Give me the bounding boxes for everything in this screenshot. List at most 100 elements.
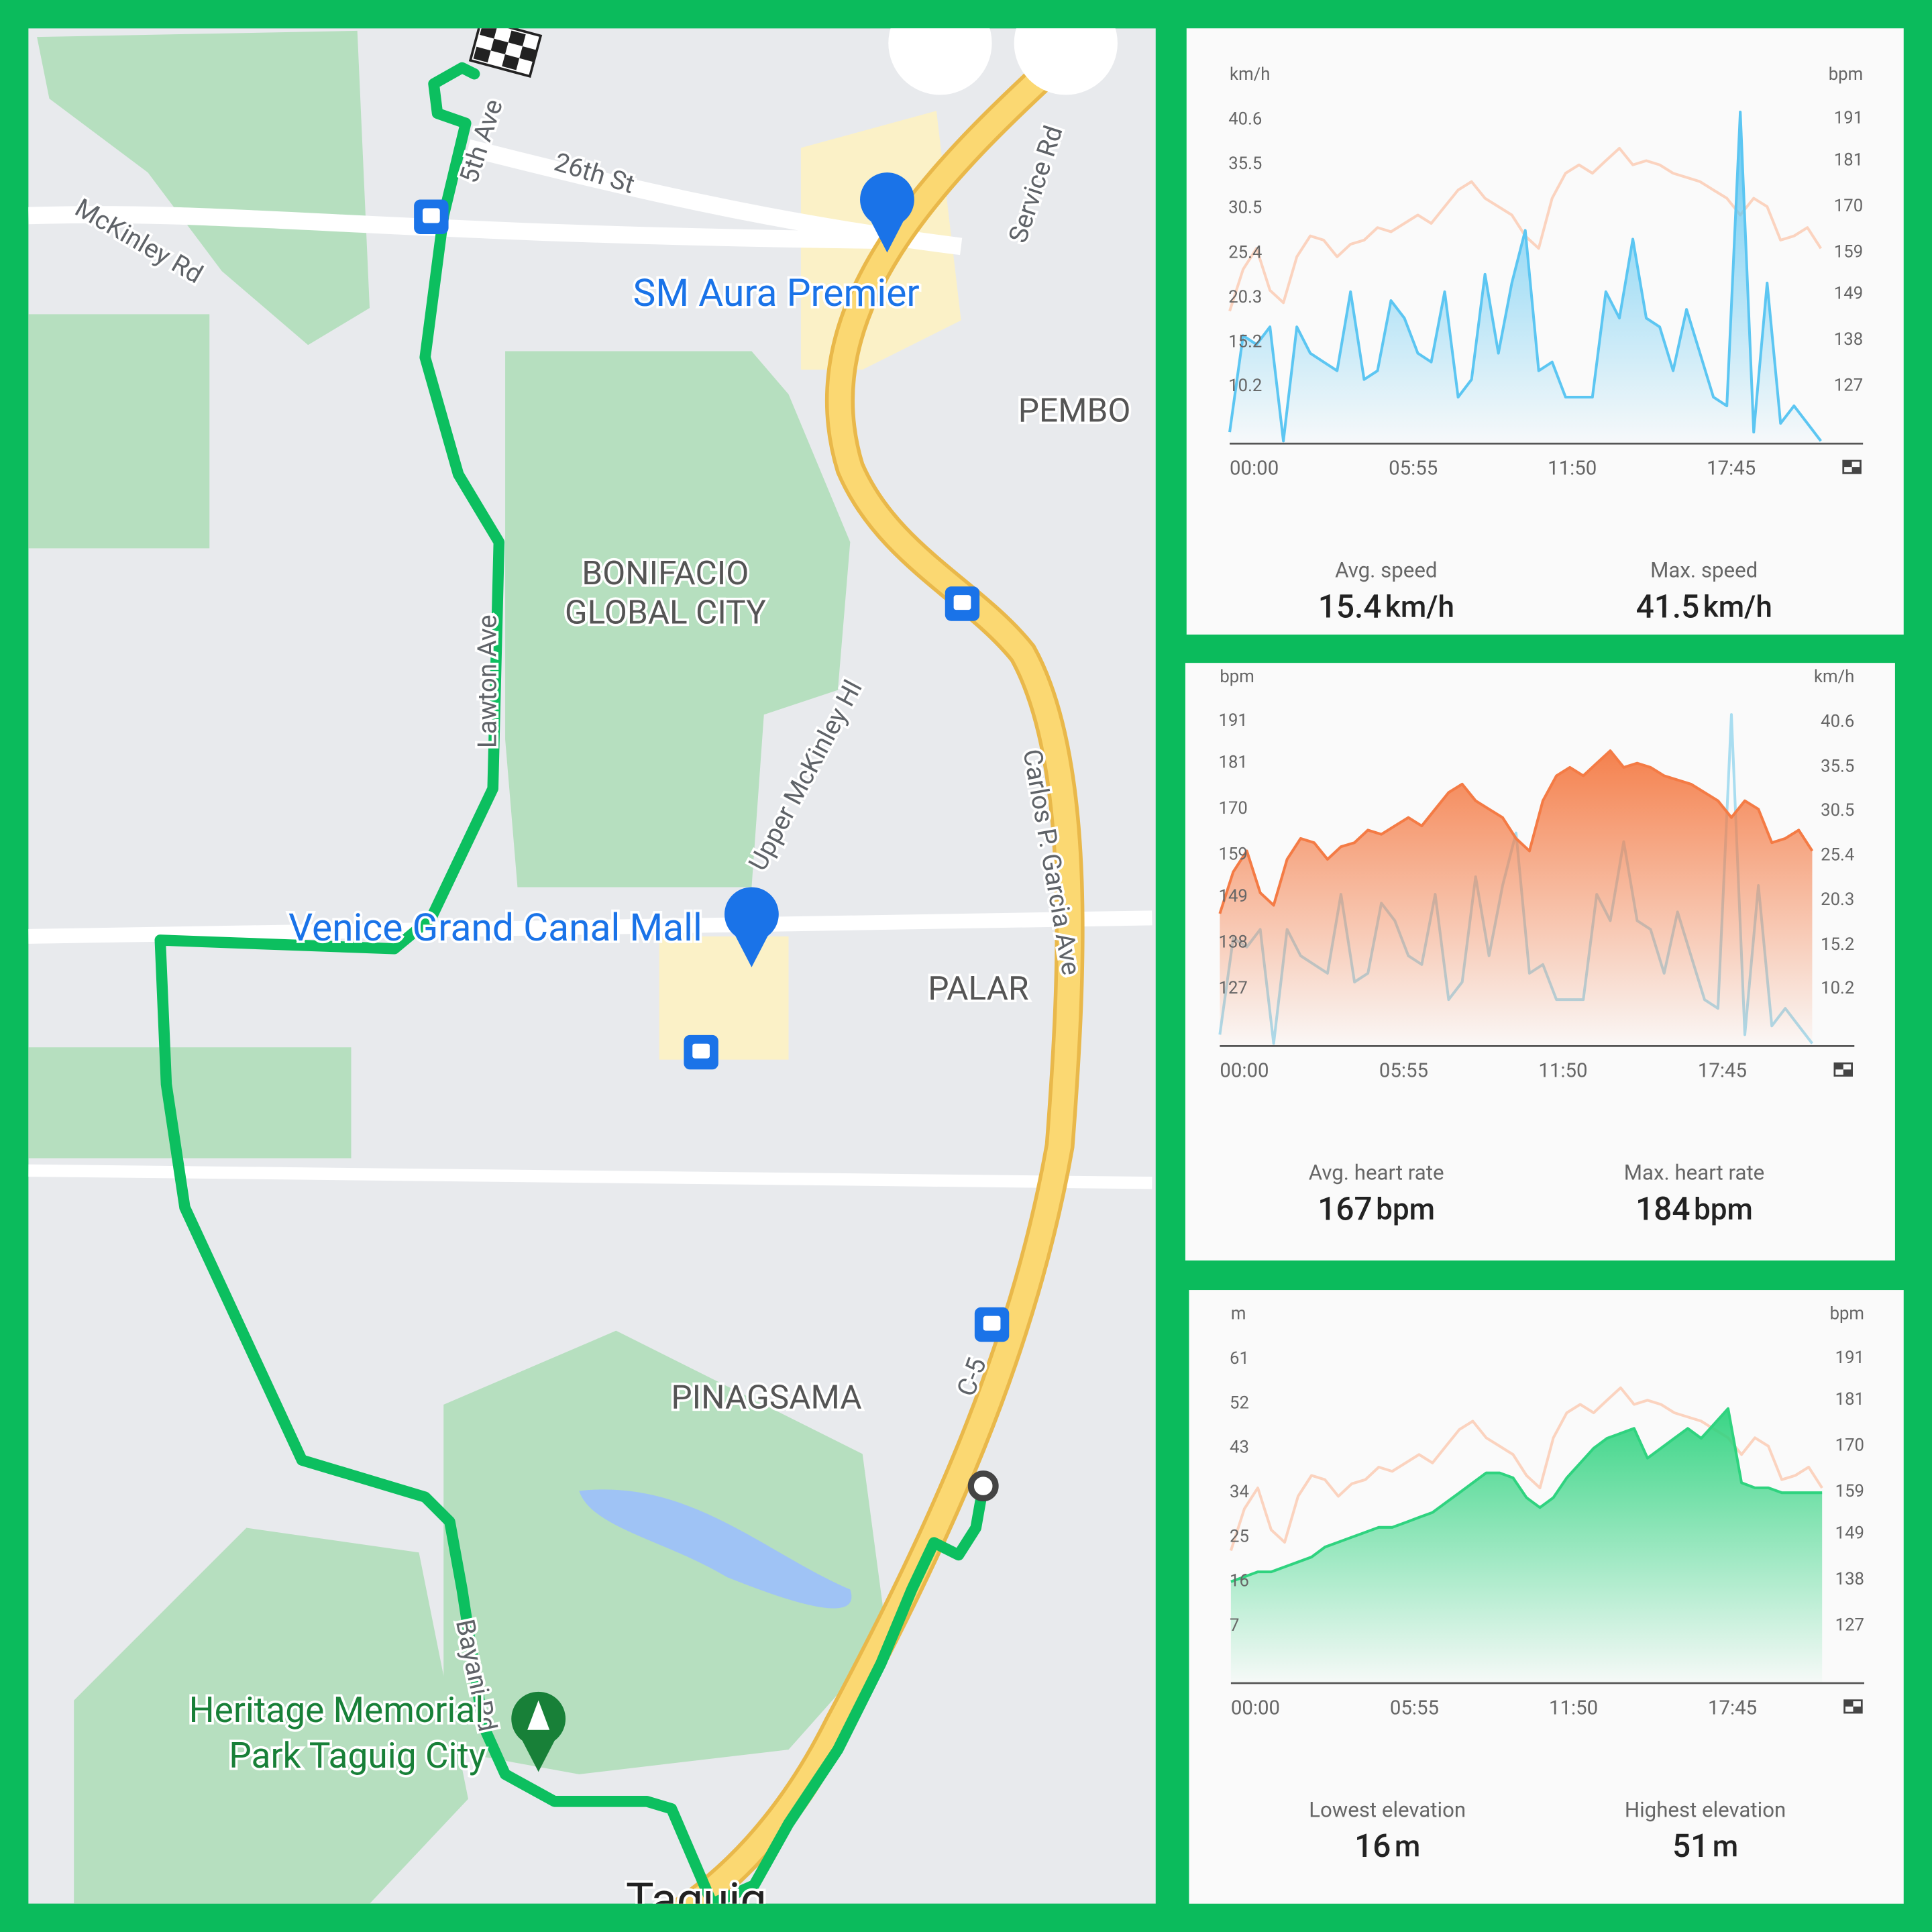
- y-tick-label: 10.2: [1228, 376, 1262, 396]
- commercial-area: [659, 936, 789, 1060]
- y2-tick-label: 127: [1835, 1615, 1864, 1635]
- y-tick-label: 159: [1219, 845, 1248, 865]
- map-label: Venice Grand Canal Mall: [288, 905, 702, 950]
- stat-value: 167 bpm: [1318, 1190, 1435, 1228]
- y-tick-label: 7: [1230, 1615, 1239, 1635]
- finish-icon: [1833, 1062, 1853, 1077]
- stat-number: 167: [1318, 1190, 1372, 1228]
- y-tick-label: 16: [1230, 1571, 1249, 1591]
- finish-flag: [1851, 467, 1861, 474]
- x-tick-label: 17:45: [1707, 458, 1756, 480]
- road: [28, 910, 1152, 944]
- x-tick-label: 00:00: [1230, 458, 1279, 480]
- stat-label: Lowest elevation: [1309, 1797, 1466, 1822]
- y-tick-label: 191: [1219, 710, 1248, 731]
- y2-tick-label: 138: [1834, 329, 1863, 350]
- x-tick-label: 00:00: [1220, 1060, 1269, 1083]
- stat-label: Highest elevation: [1625, 1797, 1786, 1822]
- stat-number: 184: [1635, 1190, 1690, 1228]
- river: [579, 1489, 852, 1609]
- road: [28, 206, 888, 250]
- stat-value: 51 m: [1672, 1827, 1738, 1865]
- layers-button[interactable]: [888, 0, 992, 95]
- stat-label: Max. speed: [1650, 557, 1758, 582]
- stat-value: 16 m: [1354, 1827, 1420, 1865]
- park: [505, 351, 851, 888]
- y2-tick-label: 191: [1835, 1348, 1864, 1368]
- x-tick-label: 05:55: [1390, 1697, 1439, 1719]
- stat-unit: m: [1395, 1829, 1420, 1864]
- map-label: BONIFACIO: [582, 554, 749, 593]
- series-line: [1218, 749, 1814, 914]
- y-tick-label: 138: [1219, 932, 1248, 952]
- y2-tick-label: 138: [1835, 1569, 1864, 1589]
- shopping-pin: [724, 887, 779, 967]
- y-tick-label: 149: [1219, 886, 1248, 906]
- stat-value: 41.5 km/h: [1636, 588, 1772, 625]
- chart-panel: [1186, 28, 1904, 635]
- y-tick-label: 61: [1230, 1348, 1249, 1368]
- map-label: Taguig: [626, 1873, 767, 1928]
- road: [28, 1164, 1152, 1189]
- map-label: SM Aura Premier: [633, 270, 920, 315]
- highway: [674, 41, 1081, 1904]
- y2-tick-label: 149: [1835, 1523, 1864, 1543]
- finish-flag: [1844, 1700, 1854, 1707]
- stat-label: Avg. heart rate: [1309, 1161, 1444, 1185]
- stat-unit: bpm: [1694, 1191, 1753, 1226]
- stat-number: 16: [1354, 1827, 1391, 1865]
- stat-unit: km/h: [1385, 589, 1454, 624]
- bus-stop: [684, 1034, 718, 1070]
- y-tick-label: 40.6: [1228, 109, 1262, 129]
- area-fill: [1230, 111, 1821, 444]
- park-pin: [511, 1691, 566, 1772]
- x-tick-label: 17:45: [1708, 1697, 1757, 1719]
- y-tick-label: 43: [1230, 1438, 1249, 1458]
- route: [154, 62, 989, 1904]
- x-tick-label: 11:50: [1548, 458, 1597, 480]
- y-tick-label: 34: [1230, 1482, 1249, 1502]
- y-tick-label: 20.3: [1228, 287, 1262, 307]
- x-tick-label: 05:55: [1389, 458, 1438, 480]
- y2-tick-label: 181: [1835, 1389, 1864, 1409]
- map-label: Park Taguig City: [229, 1735, 486, 1777]
- y-tick-label: 127: [1219, 978, 1248, 998]
- y2-tick-label: 191: [1834, 108, 1863, 128]
- y-tick-label: 181: [1219, 753, 1248, 773]
- finish-flag: [468, 28, 543, 78]
- stat-number: 41.5: [1636, 588, 1700, 625]
- series-line: [1230, 1407, 1823, 1583]
- y-tick-label: 25: [1230, 1526, 1249, 1546]
- map-label: PEMBO: [1018, 391, 1131, 430]
- park: [443, 1330, 888, 1774]
- bus-stop: [945, 586, 980, 621]
- area-fill: [1220, 751, 1813, 1046]
- stat-number: 51: [1672, 1827, 1709, 1865]
- park: [28, 314, 210, 549]
- stat-unit: bpm: [1376, 1191, 1435, 1226]
- collapse-button[interactable]: [1014, 0, 1118, 95]
- map-label: PALAR: [928, 969, 1028, 1008]
- map-label: Heritage Memorial: [189, 1690, 484, 1731]
- y-tick-label: 15.2: [1228, 332, 1262, 352]
- y2-tick-label: 35.5: [1821, 756, 1854, 776]
- finish-icon: [1843, 1699, 1863, 1714]
- area-fill: [1230, 1408, 1823, 1683]
- y-tick-label: 35.5: [1228, 154, 1262, 174]
- x-tick-label: 11:50: [1538, 1060, 1587, 1083]
- x-tick-label: 17:45: [1698, 1060, 1747, 1083]
- park: [28, 1047, 352, 1159]
- y2-tick-label: 170: [1835, 1436, 1864, 1456]
- y-tick-label: 25.4: [1228, 242, 1262, 262]
- y-axis-unit: bpm: [1220, 667, 1254, 687]
- finish-flag: [1843, 1069, 1852, 1076]
- stat-unit: m: [1713, 1829, 1738, 1864]
- y2-axis-unit: bpm: [1829, 64, 1863, 85]
- start-marker: [967, 1470, 999, 1502]
- park: [37, 30, 370, 345]
- y2-tick-label: 40.6: [1821, 712, 1854, 732]
- park: [74, 1527, 468, 1904]
- bus-stop: [414, 199, 449, 234]
